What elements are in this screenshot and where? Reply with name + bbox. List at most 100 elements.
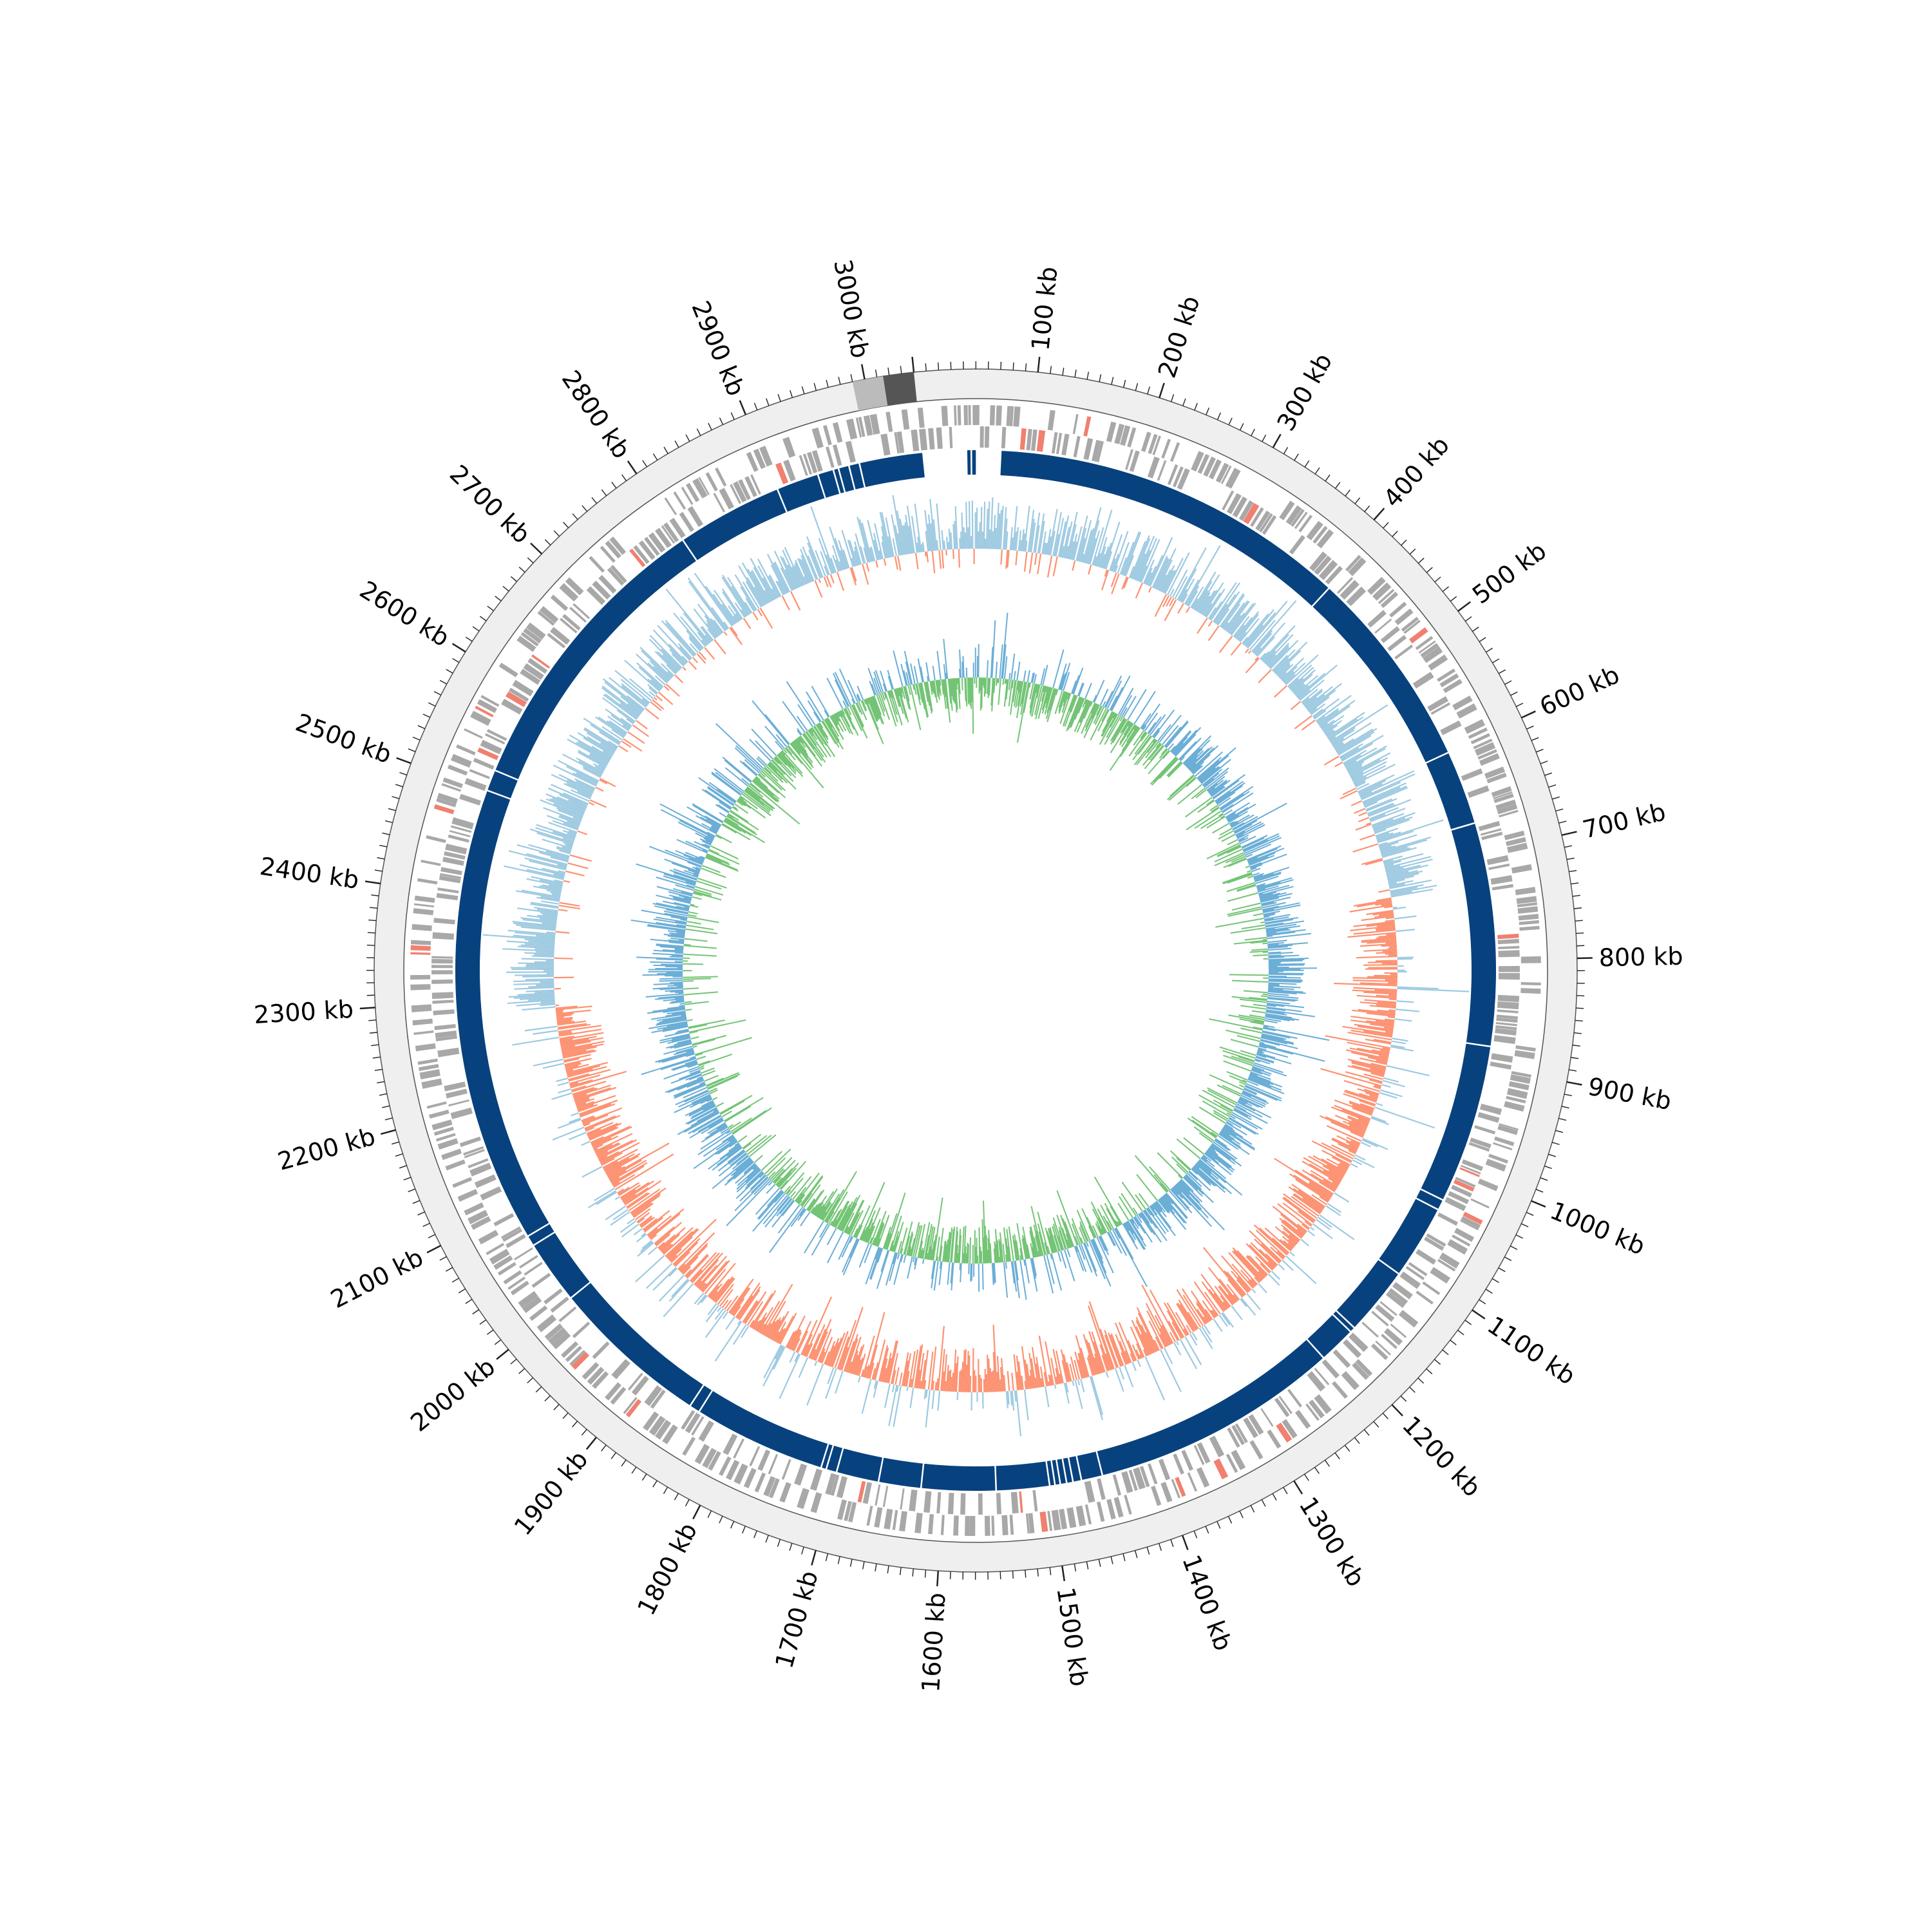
gc-skew-bar xyxy=(676,932,685,935)
gc-skew-bar xyxy=(1070,697,1083,728)
gc-skew-bar xyxy=(1251,1069,1263,1075)
gc-content-bar xyxy=(540,1000,555,1003)
gc-skew-bar xyxy=(1208,1147,1218,1156)
gc-content-bar xyxy=(566,782,592,796)
gc-content-bar xyxy=(806,1363,824,1406)
gene-feature xyxy=(1498,950,1520,958)
gc-skew-bar xyxy=(1262,909,1274,913)
gc-skew-bar xyxy=(1162,750,1171,759)
gc-skew-bar xyxy=(775,741,784,751)
gene-feature xyxy=(1006,406,1011,426)
gc-skew-bar xyxy=(774,1191,784,1203)
gc-skew-bar xyxy=(674,949,684,951)
gc-skew-bar xyxy=(896,1253,900,1260)
gene-feature xyxy=(1114,423,1125,444)
gene-feature xyxy=(1492,884,1514,891)
gc-content-bar xyxy=(1317,1217,1332,1228)
gc-skew-bar xyxy=(909,1248,912,1256)
gc-content-bar xyxy=(764,590,772,602)
gc-content-bar xyxy=(820,1351,826,1363)
gc-skew-bar xyxy=(938,679,942,696)
gc-content-bar xyxy=(1349,1102,1374,1112)
gc-content-bar xyxy=(551,784,590,802)
gene-feature xyxy=(1306,520,1323,540)
gc-skew-bar xyxy=(844,1226,849,1233)
gc-skew-bar xyxy=(1222,1050,1255,1062)
gene-feature xyxy=(1028,1513,1035,1533)
gc-content-bar xyxy=(1110,1334,1123,1367)
gc-skew-bar xyxy=(752,700,790,746)
gc-skew-bar xyxy=(1239,835,1256,845)
gc-content-bar xyxy=(1293,683,1305,694)
minor-tick xyxy=(465,1298,473,1304)
gc-content-bar xyxy=(529,860,567,871)
gc-content-bar xyxy=(1179,589,1188,602)
gc-skew-bar xyxy=(683,978,712,980)
gc-skew-bar xyxy=(729,810,759,831)
gc-content-bar xyxy=(563,1054,591,1062)
gc-skew-bar xyxy=(1219,828,1233,836)
gene-feature xyxy=(1248,1414,1264,1435)
gc-content-bar xyxy=(551,893,561,897)
synteny-block xyxy=(1451,824,1496,1046)
gc-content-bar xyxy=(1133,553,1146,580)
gc-skew-bar xyxy=(1268,973,1303,976)
gc-content-bar xyxy=(1302,1197,1323,1213)
gc-skew-bar xyxy=(1148,750,1170,775)
gene-feature xyxy=(414,895,435,903)
gc-content-bar xyxy=(652,1267,677,1291)
gc-skew-bar xyxy=(933,1197,943,1261)
gc-skew-bar xyxy=(688,911,698,914)
gc-content-bar xyxy=(512,920,556,927)
gc-content-bar xyxy=(1319,1196,1329,1203)
gc-content-bar xyxy=(1352,1009,1396,1016)
gc-skew-bar xyxy=(943,639,949,679)
gc-skew-bar xyxy=(900,687,904,694)
gc-skew-bar xyxy=(1262,905,1280,911)
gc-content-bar xyxy=(735,1282,761,1318)
minor-tick xyxy=(1573,907,1582,909)
minor-tick xyxy=(1098,1559,1101,1567)
gc-content-bar xyxy=(682,1265,691,1275)
gc-content-bar xyxy=(1303,1157,1343,1180)
gc-content-bar xyxy=(857,1357,864,1376)
gc-content-bar xyxy=(878,1345,889,1381)
gc-content-bar xyxy=(1356,994,1397,999)
gc-skew-bar xyxy=(969,677,971,706)
gc-content-bar xyxy=(661,649,681,670)
gc-content-bar xyxy=(1376,1004,1396,1008)
minor-tick xyxy=(1526,725,1534,730)
gene-feature xyxy=(743,1468,757,1489)
gene-feature xyxy=(1139,1466,1150,1488)
gc-skew-bar xyxy=(1187,748,1209,769)
gc-content-bar xyxy=(705,585,734,626)
major-tick xyxy=(860,364,866,380)
gc-skew-bar xyxy=(745,1135,768,1153)
gc-skew-bar xyxy=(779,1198,793,1215)
gc-skew-bar xyxy=(1030,1206,1044,1256)
gc-content-bar xyxy=(1028,1352,1036,1388)
gc-content-bar xyxy=(1373,1086,1381,1090)
gc-content-bar xyxy=(860,1369,864,1377)
gc-skew-bar xyxy=(1048,1236,1056,1253)
gc-content-bar xyxy=(841,530,854,567)
gc-content-bar xyxy=(1083,1334,1097,1376)
gc-skew-bar xyxy=(676,924,687,927)
gc-content-bar xyxy=(686,630,703,650)
gc-skew-bar xyxy=(938,1261,943,1285)
gene-feature xyxy=(1227,1427,1240,1448)
gc-skew-bar xyxy=(1023,1236,1029,1259)
gc-content-bar xyxy=(564,1061,581,1067)
minor-tick xyxy=(1544,772,1553,776)
gc-content-bar xyxy=(963,527,965,549)
gene-feature xyxy=(431,958,453,964)
gc-skew-bar xyxy=(707,1075,738,1090)
gc-content-bar xyxy=(681,656,688,663)
gc-content-bar xyxy=(520,926,556,931)
gc-content-bar xyxy=(700,1295,708,1303)
gc-skew-bar xyxy=(656,1015,687,1021)
gc-content-bar xyxy=(680,616,706,647)
gc-skew-bar xyxy=(1117,1221,1121,1226)
gc-content-bar xyxy=(1176,1303,1195,1332)
minor-tick xyxy=(1272,1493,1277,1501)
